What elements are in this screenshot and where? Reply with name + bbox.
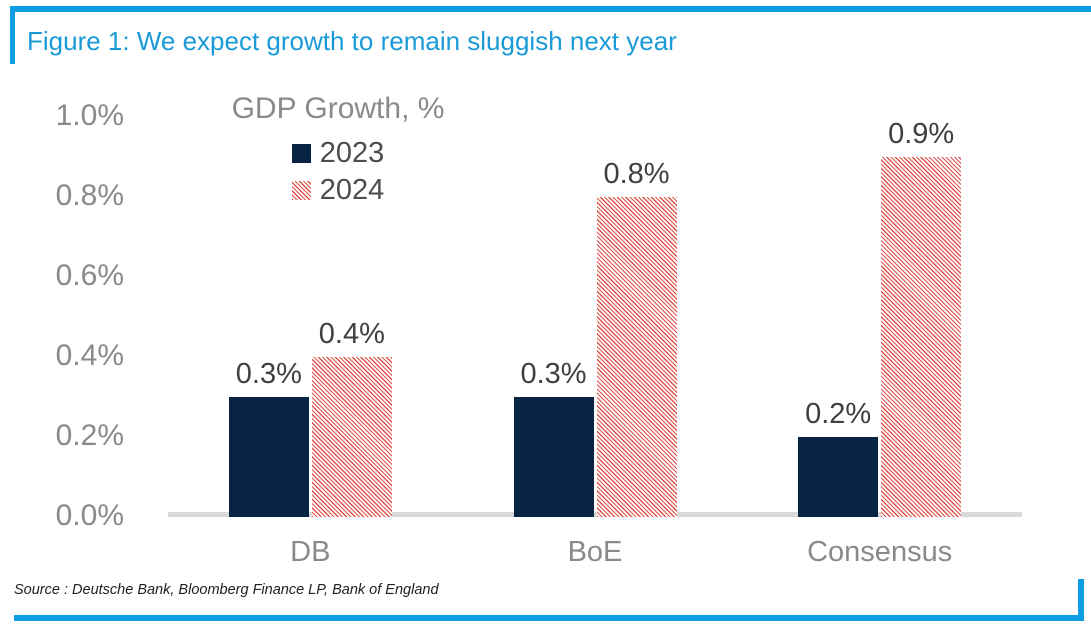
top-accent-line: [10, 6, 1091, 12]
legend-swatch-2023: [291, 144, 311, 163]
bar-2024-boe: [596, 197, 677, 517]
legend-swatch-2024: [291, 181, 311, 200]
bottom-right-accent-bar: [1078, 579, 1084, 621]
bar-value-label-2023-db: 0.3%: [235, 358, 302, 390]
bar-group-consensus: 0.2% 0.9%: [798, 116, 962, 517]
y-axis-tick-label: 0.2%: [55, 419, 124, 452]
title-accent-bar: [10, 6, 15, 64]
bar-2023-boe: [513, 397, 594, 517]
y-axis-tick-label: 0.6%: [55, 259, 124, 292]
category-label-boe: BoE: [567, 536, 623, 568]
bar-value-label-2023-boe: 0.3%: [520, 358, 587, 390]
bar-2023-db: [228, 397, 309, 517]
figure-title: Figure 1: We expect growth to remain slu…: [27, 26, 677, 56]
category-label-consensus: Consensus: [807, 536, 953, 568]
x-axis-baseline: [168, 512, 1022, 517]
y-axis-tick-label: 0.8%: [55, 179, 124, 212]
bar-value-label-2024-consensus: 0.9%: [888, 118, 955, 150]
category-label-db: DB: [290, 536, 331, 568]
chart-title: GDP Growth, %: [231, 92, 445, 125]
bar-2024-db: [311, 357, 392, 517]
source-note: Source : Deutsche Bank, Bloomberg Financ…: [14, 582, 439, 598]
bottom-accent-line: [14, 615, 1083, 621]
y-axis-tick-label: 1.0%: [55, 99, 124, 132]
bar-2023-consensus: [798, 437, 879, 517]
y-axis-tick-label: 0.0%: [55, 499, 124, 532]
bar-value-label-2024-db: 0.4%: [318, 318, 385, 350]
legend-label-2024: 2024: [319, 174, 385, 206]
bar-group-db: 0.3% 0.4%: [228, 116, 392, 517]
chart-legend: GDP Growth, % 2023 2024: [205, 92, 471, 209]
bar-2024-consensus: [881, 157, 962, 517]
y-axis-tick-label: 0.4%: [55, 339, 124, 372]
legend-item-2023: 2023: [205, 135, 471, 172]
legend-label-2023: 2023: [319, 137, 385, 169]
bar-group-boe: 0.3% 0.8%: [513, 116, 677, 517]
bar-value-label-2023-consensus: 0.2%: [805, 398, 872, 430]
legend-item-2024: 2024: [205, 172, 471, 209]
plot-area: 0.3% 0.4% DB 0.3% 0.8% BoE 0.2% 0.9% Consensus: [168, 116, 1022, 568]
bar-value-label-2024-boe: 0.8%: [603, 158, 670, 190]
